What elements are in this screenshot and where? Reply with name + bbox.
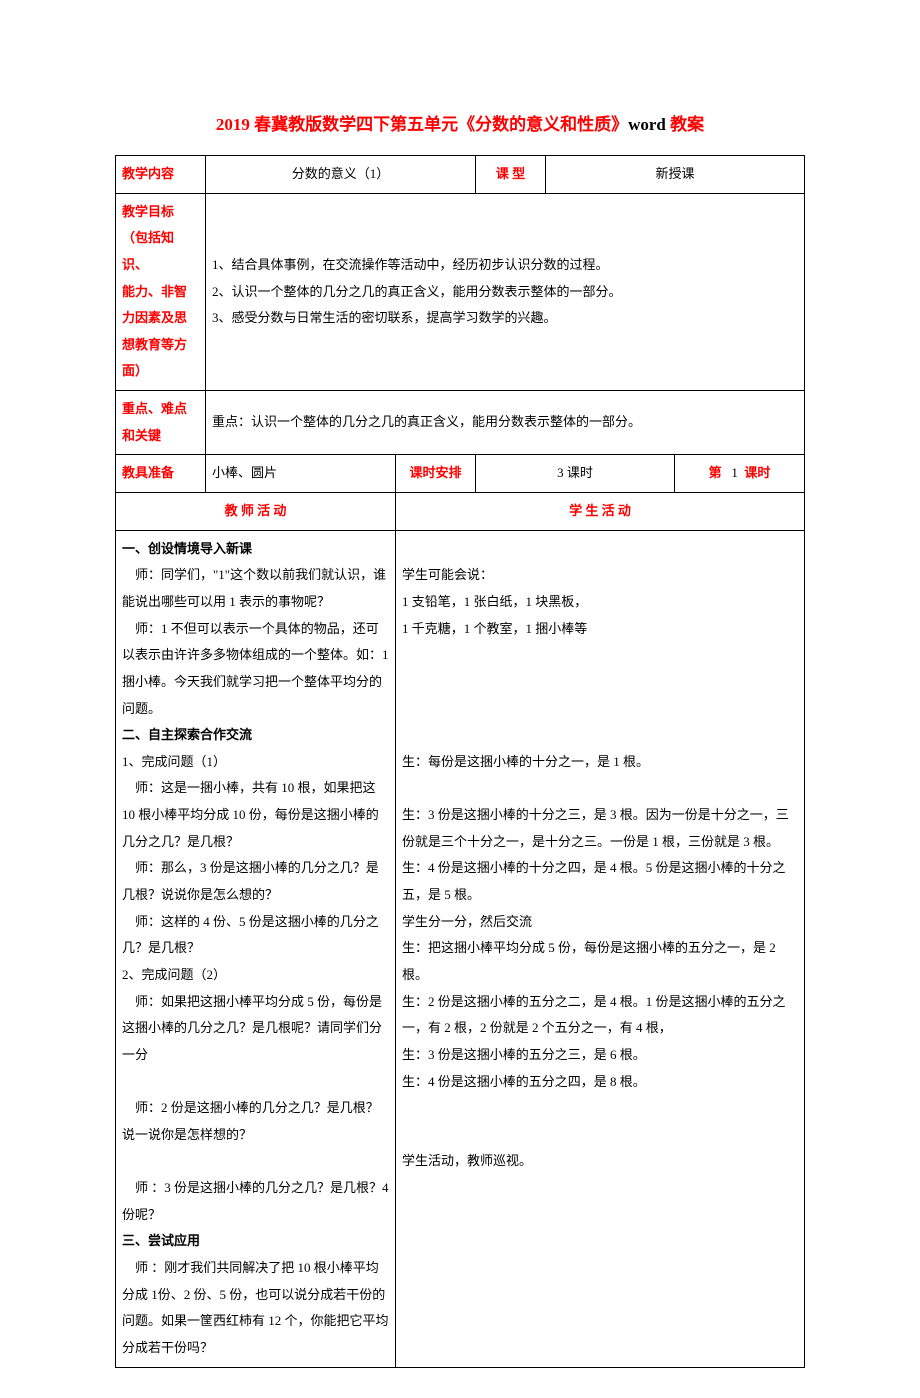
student-blank5a — [402, 1122, 798, 1149]
value-objectives: 1、结合具体事例，在交流操作等活动中，经历初步认识分数的过程。 2、认识一个整体… — [206, 193, 805, 390]
student-s10: 生：4 份是这捆小棒的十分之四，是 4 根。5 份是这捆小棒的十分之五，是 5 … — [402, 855, 798, 908]
student-s18: 学生活动，教师巡视。 — [402, 1148, 798, 1175]
student-s14: 生：3 份是这捆小棒的五分之三，是 6 根。 — [402, 1042, 798, 1069]
teacher-p5: 师：那么，3 份是这捆小棒的几分之几？是几根？说说你是怎么想的？ — [122, 855, 389, 908]
teacher-blank2 — [122, 1148, 389, 1175]
student-s7: 生：每份是这捆小棒的十分之一，是 1 根。 — [402, 749, 798, 776]
lesson-plan-table: 教学内容 分数的意义（1） 课 型 新授课 教学目标（包括知识、能力、非智力因素… — [115, 155, 805, 1368]
student-blank3a — [402, 722, 798, 749]
value-tools: 小棒、圆片 — [206, 455, 396, 493]
label-course-type: 课 型 — [476, 156, 546, 194]
label-content: 教学内容 — [116, 156, 206, 194]
student-blank0 — [402, 536, 798, 563]
teacher-p8: 师：如果把这捆小棒平均分成 5 份，每份是这捆小棒的几分之几？是几根呢？请同学们… — [122, 989, 389, 1069]
teacher-p4: 师：这是一捆小棒，共有 10 根，如果把这 10 根小棒平均分成 10 份，每份… — [122, 775, 389, 855]
label-objectives: 教学目标（包括知识、能力、非智力因素及思想教育等方面） — [116, 193, 206, 390]
teacher-p12: 师 ：3 份是这捆小棒的几分之几？是几根？4 份呢？ — [122, 1175, 389, 1228]
student-s13: 生：2 份是这捆小棒的五分之二，是 4 根。1 份是这捆小棒的五分之一，有 2 … — [402, 989, 798, 1042]
student-s12: 生：把这捆小棒平均分成 5 份，每份是这捆小棒的五分之一，是 2 根。 — [402, 935, 798, 988]
label-student-act: 学 生 活 动 — [396, 493, 805, 531]
title-word: word — [628, 115, 666, 134]
table-row: 教学内容 分数的意义（1） 课 型 新授课 — [116, 156, 805, 194]
teacher-blank1 — [122, 1069, 389, 1096]
student-blank2 — [402, 669, 798, 696]
period-suffix: 课时 — [744, 465, 770, 480]
table-row: 一、创设情境导入新课 师：同学们，"1"这个数以前我们就认识，谁能说出哪些可以用… — [116, 530, 805, 1367]
teacher-p6: 师：这样的 4 份、5 份是这捆小棒的几分之几？是几根？ — [122, 909, 389, 962]
label-tools: 教具准备 — [116, 455, 206, 493]
title-main: 春冀教版数学四下第五单元《分数的意义和性质》 — [254, 115, 628, 134]
table-row: 教具准备 小棒、圆片 课时安排 3 课时 第 1 课时 — [116, 455, 805, 493]
teacher-h2: 二、自主探索合作交流 — [122, 722, 389, 749]
teacher-p7: 2、完成问题（2） — [122, 962, 389, 989]
value-course-type: 新授课 — [546, 156, 805, 194]
student-s15: 生：4 份是这捆小棒的五分之四，是 8 根。 — [402, 1069, 798, 1096]
student-blank5 — [402, 1095, 798, 1122]
teacher-h1: 一、创设情境导入新课 — [122, 536, 389, 563]
teacher-p13: 师 ：刚才我们共同解决了把 10 根小棒平均分成 1份、2 份、5 份，也可以说… — [122, 1255, 389, 1362]
student-s1: 学生可能会说： — [402, 562, 798, 589]
student-blank1 — [402, 642, 798, 669]
student-s11: 学生分一分，然后交流 — [402, 909, 798, 936]
table-row: 重点、难点和关键 重点：认识一个整体的几分之几的真正含义，能用分数表示整体的一部… — [116, 391, 805, 455]
teacher-h3: 三、尝试应用 — [122, 1228, 389, 1255]
obj-line-2: 2、认识一个整体的几分之几的真正含义，能用分数表示整体的一部分。 — [212, 279, 798, 306]
label-schedule: 课时安排 — [396, 455, 476, 493]
student-s9: 生：3 份是这捆小棒的十分之三，是 3 根。因为一份是十分之一，三份就是三个十分… — [402, 802, 798, 855]
table-row: 教 师 活 动 学 生 活 动 — [116, 493, 805, 531]
label-teacher-act: 教 师 活 动 — [116, 493, 396, 531]
period-prefix: 第 — [709, 465, 722, 480]
label-focus: 重点、难点和关键 — [116, 391, 206, 455]
teacher-activity-cell: 一、创设情境导入新课 师：同学们，"1"这个数以前我们就认识，谁能说出哪些可以用… — [116, 530, 396, 1367]
student-blank4 — [402, 775, 798, 802]
value-period: 第 1 课时 — [675, 455, 805, 493]
teacher-p10: 师：2 份是这捆小棒的几分之几？是几根？说一说你是怎样想的？ — [122, 1095, 389, 1148]
student-s2: 1 支铅笔，1 张白纸，1 块黑板， — [402, 589, 798, 616]
student-s3: 1 千克糖，1 个教室，1 捆小棒等 — [402, 616, 798, 643]
teacher-p2: 师：1 不但可以表示一个具体的物品，还可以表示由许许多多物体组成的一个整体。如：… — [122, 616, 389, 723]
title-year: 2019 — [216, 115, 250, 134]
teacher-p1: 师：同学们，"1"这个数以前我们就认识，谁能说出哪些可以用 1 表示的事物呢？ — [122, 562, 389, 615]
teacher-p3: 1、完成问题（1） — [122, 749, 389, 776]
value-content: 分数的意义（1） — [206, 156, 476, 194]
period-num: 1 — [731, 465, 738, 480]
table-row: 教学目标（包括知识、能力、非智力因素及思想教育等方面） 1、结合具体事例，在交流… — [116, 193, 805, 390]
document-title: 2019 春冀教版数学四下第五单元《分数的意义和性质》word 教案 — [115, 110, 805, 135]
obj-line-1: 1、结合具体事例，在交流操作等活动中，经历初步认识分数的过程。 — [212, 252, 798, 279]
title-end: 教案 — [670, 115, 704, 134]
obj-line-3: 3、感受分数与日常生活的密切联系，提高学习数学的兴趣。 — [212, 305, 798, 332]
value-schedule: 3 课时 — [476, 455, 675, 493]
student-blank3 — [402, 696, 798, 723]
value-focus: 重点：认识一个整体的几分之几的真正含义，能用分数表示整体的一部分。 — [206, 391, 805, 455]
student-activity-cell: 学生可能会说： 1 支铅笔，1 张白纸，1 块黑板， 1 千克糖，1 个教室，1… — [396, 530, 805, 1367]
